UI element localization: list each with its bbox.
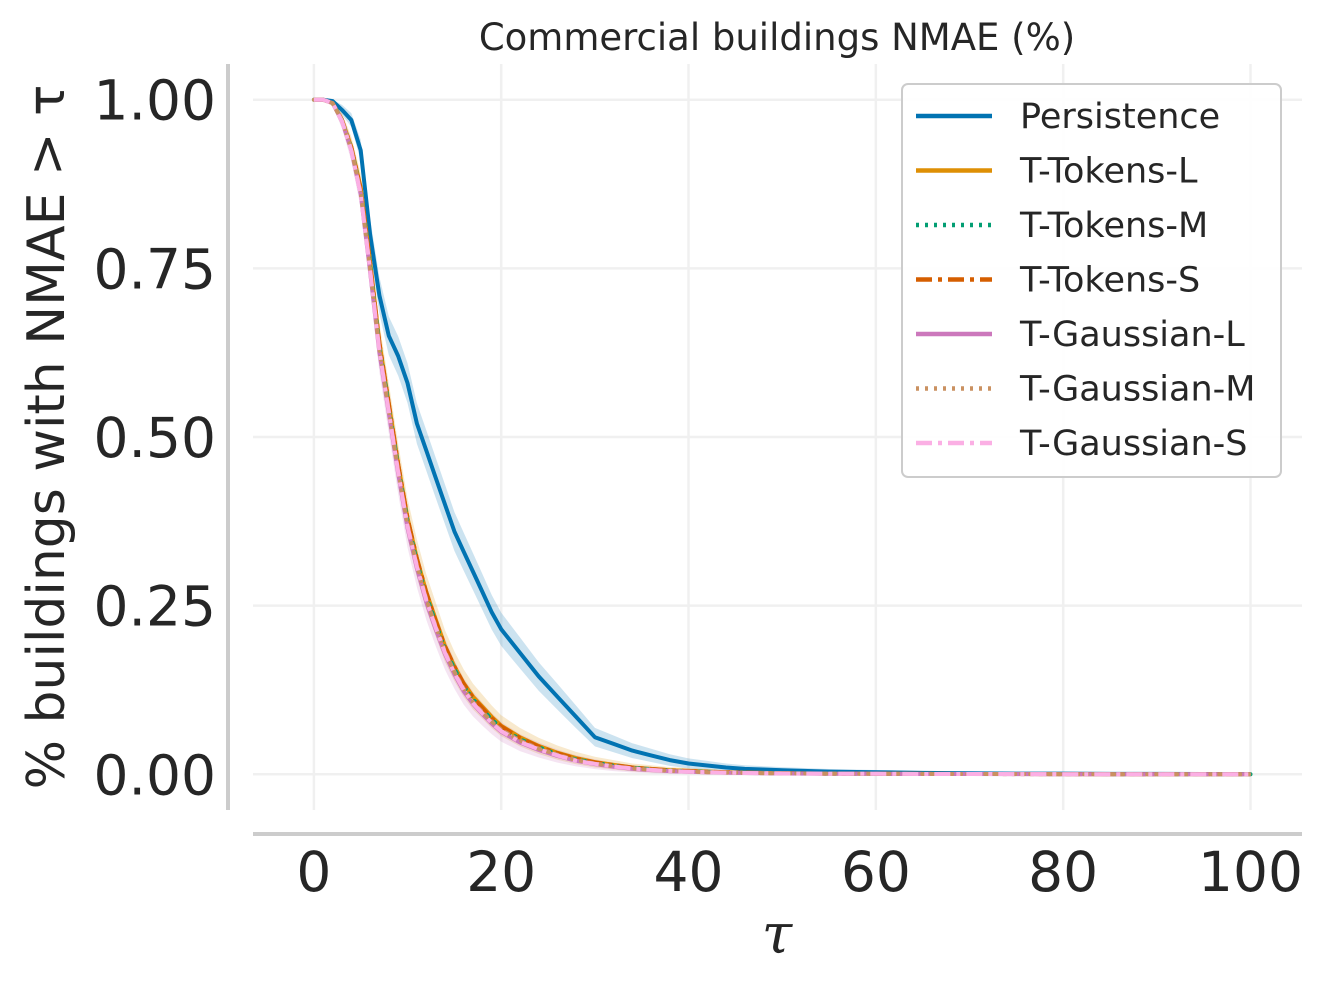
y-axis-label: % buildings with NMAE > τ bbox=[17, 85, 77, 790]
y-tick-label: 0.50 bbox=[94, 406, 216, 470]
x-tick-label: 60 bbox=[841, 840, 911, 904]
y-tick-label: 0.25 bbox=[94, 575, 216, 639]
legend-label: T-Gaussian-M bbox=[1019, 370, 1255, 410]
legend-label: T-Tokens-L bbox=[1019, 152, 1198, 192]
axes bbox=[226, 64, 1302, 836]
x-tick-label: 100 bbox=[1198, 840, 1303, 904]
legend: Persistence T-Tokens-L T-Tokens-M T-Tokens-… bbox=[901, 83, 1282, 478]
series-lines bbox=[311, 97, 1253, 777]
legend-label: T-Gaussian-L bbox=[1019, 315, 1245, 355]
x-tick-labels: 0 20 40 60 80 100 bbox=[296, 840, 1303, 904]
series-line bbox=[313, 97, 1251, 777]
x-tick-label: 40 bbox=[654, 840, 724, 904]
x-tick-label: 20 bbox=[466, 840, 536, 904]
chart-title: Commercial buildings NMAE (%) bbox=[479, 16, 1075, 59]
y-tick-label: 0.75 bbox=[94, 237, 216, 301]
legend-label: T-Tokens-M bbox=[1019, 206, 1208, 246]
y-tick-label: 1.00 bbox=[94, 69, 216, 133]
x-tick-label: 0 bbox=[296, 840, 331, 904]
legend-label: T-Tokens-S bbox=[1019, 261, 1200, 301]
y-tick-labels: 0.00 0.25 0.50 0.75 1.00 bbox=[94, 69, 216, 808]
series-line bbox=[311, 97, 1253, 777]
y-tick-label: 0.00 bbox=[94, 743, 216, 807]
legend-frame bbox=[901, 83, 1282, 478]
x-tick-label: 80 bbox=[1028, 840, 1098, 904]
legend-label: Persistence bbox=[1020, 97, 1220, 137]
legend-label: T-Gaussian-S bbox=[1019, 424, 1248, 464]
x-axis-label: τ bbox=[762, 902, 794, 966]
